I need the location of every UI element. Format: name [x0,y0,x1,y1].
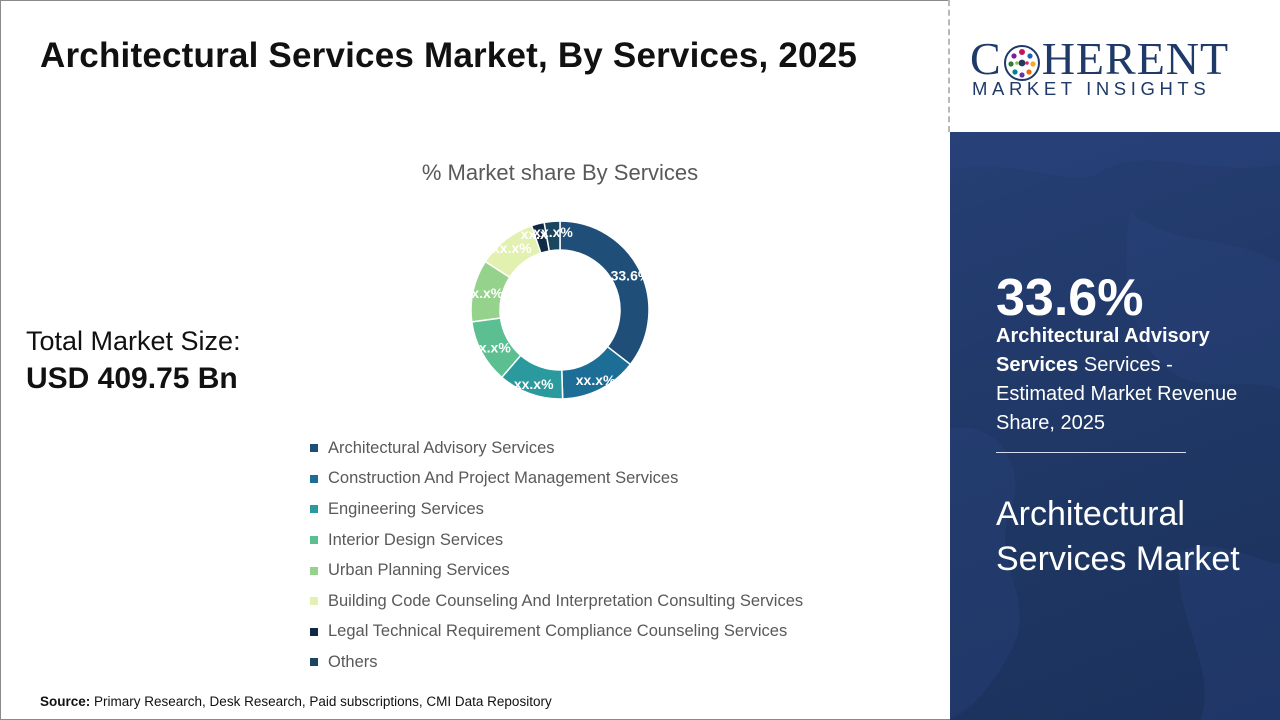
legend-swatch [310,658,318,667]
highlight-stat-value: 33.6% [996,269,1144,327]
legend-item: Engineering Services [310,494,803,525]
legend-label: Legal Technical Requirement Compliance C… [328,622,788,641]
donut-slice-8 [543,220,561,252]
legend-item: Others [310,647,803,678]
legend-item: Architectural Advisory Services [310,433,803,464]
donut-label-6: xx.x% [492,240,532,256]
legend-label: Engineering Services [328,499,484,518]
legend-item: Urban Planning Services [310,555,803,586]
legend-label: Urban Planning Services [328,561,510,580]
legend-swatch [310,474,318,483]
donut-label-8: xx.x% [533,224,573,240]
highlight-panel: 33.6% Architectural Advisory Services Se… [950,132,1280,720]
donut-chart: 33.6%xx.x%xx.x%xx.x%xx.x%xx.x%xx.x%xx.x% [464,220,651,400]
donut-label-2: xx.x% [576,372,616,388]
legend-swatch [310,505,318,514]
total-market-label: Total Market Size: [26,326,241,356]
chart-title: % Market share By Services [421,160,699,185]
highlight-stat-segment: Architectural Advisory Services [996,325,1210,376]
source-text: Primary Research, Desk Research, Paid su… [94,694,552,709]
donut-slice-1 [559,220,650,366]
donut-label-4: xx.x% [471,339,511,355]
header-divider [948,0,950,132]
highlight-stat-suffix: Services - Estimated Market Revenue Shar… [996,354,1238,434]
donut-label-1: 33.6% [611,267,651,283]
legend-label: Construction And Project Management Serv… [328,469,679,488]
world-map-background [950,132,1280,720]
logo: C HERENT MARKET INSIGHTS [950,0,1280,132]
logo-subtitle: MARKET INSIGHTS [972,78,1211,99]
legend-item: Interior Design Services [310,525,803,556]
legend-swatch [310,536,318,545]
legend-swatch [310,566,318,575]
logo-name: C HERENT [970,32,1229,85]
donut-label-3: xx.x% [514,376,554,392]
panel-divider [996,452,1186,453]
legend-label: Building Code Counseling And Interpretat… [328,591,804,610]
total-market-value: USD 409.75 Bn [26,362,238,395]
legend-swatch [310,597,318,606]
logo-name-right: HERENT [1041,33,1230,84]
legend-swatch [310,627,318,636]
page-title: Architectural Services Market, By Servic… [40,36,858,75]
donut-label-5: xx.x% [464,285,504,301]
legend-item: Construction And Project Management Serv… [310,464,803,495]
highlight-stat-description: Architectural Advisory Services Services… [996,322,1246,438]
source-note: Source: Primary Research, Desk Research,… [40,694,552,709]
chart-legend: Architectural Advisory Services Construct… [310,433,803,678]
chart-area: % Market share By Services 33.6% xx.x% xx.… [310,160,803,678]
legend-label: Interior Design Services [328,530,504,549]
legend-swatch [310,444,318,453]
market-name: Architectural Services Market [996,495,1240,578]
legend-item: Legal Technical Requirement Compliance C… [310,617,803,648]
legend-label: Architectural Advisory Services [328,438,555,457]
logo-globe-icon [1003,45,1040,82]
logo-name-left: C [970,33,1002,84]
legend-item: Building Code Counseling And Interpretat… [310,586,803,617]
source-label: Source: [40,694,91,709]
legend-label: Others [328,652,378,671]
